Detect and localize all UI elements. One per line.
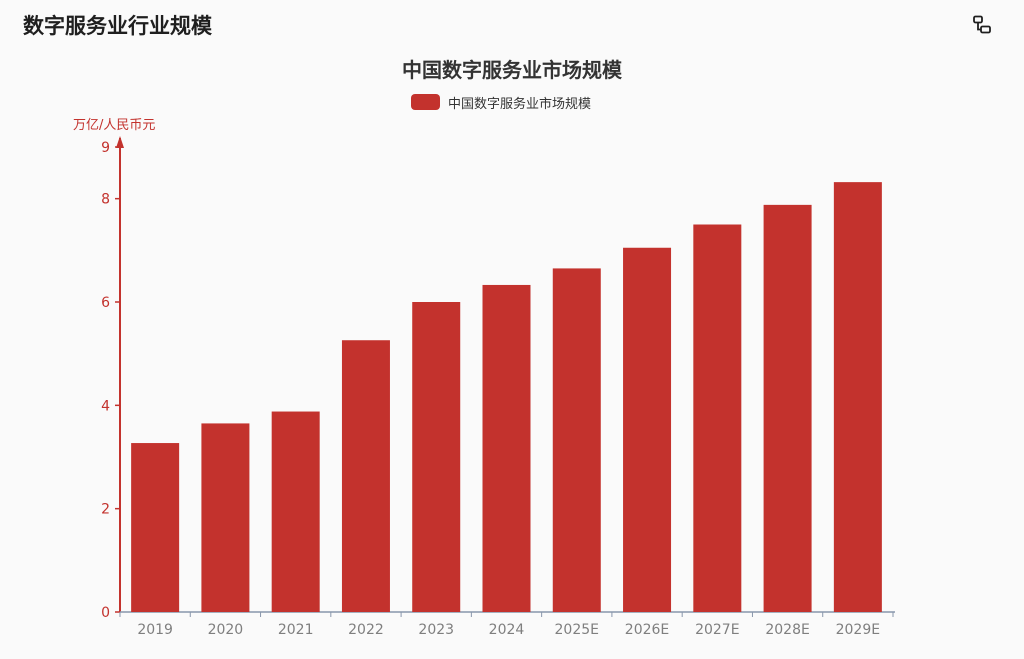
x-tick-label: 2026E	[625, 622, 669, 638]
y-axis: 0 2 4 6 8 9	[101, 136, 124, 621]
bar[interactable]	[693, 224, 742, 613]
bar[interactable]	[201, 423, 250, 612]
y-tick-label: 0	[101, 605, 110, 621]
x-tick-label: 2028E	[765, 622, 809, 638]
legend-swatch[interactable]	[411, 94, 440, 110]
x-tick-label: 2021	[278, 622, 314, 638]
y-axis-label: 万亿/人民币元	[73, 118, 155, 133]
x-tick-label: 2019	[137, 622, 173, 638]
bar[interactable]	[131, 443, 180, 612]
x-tick-label: 2020	[208, 622, 244, 638]
y-tick-label: 9	[101, 140, 110, 156]
y-tick-label: 4	[101, 398, 110, 414]
bar[interactable]	[623, 247, 672, 612]
y-tick-label: 2	[101, 502, 110, 518]
x-tick-label: 2023	[418, 622, 454, 638]
bar[interactable]	[412, 302, 461, 612]
x-tick-label: 2022	[348, 622, 384, 638]
toggle-view-button[interactable]	[970, 13, 994, 37]
bar[interactable]	[341, 340, 390, 612]
bar[interactable]	[763, 204, 812, 612]
legend-label[interactable]: 中国数字服务业市场规模	[448, 96, 591, 112]
bar[interactable]	[271, 411, 320, 612]
x-tick-label: 2025E	[555, 622, 599, 638]
legend[interactable]: 中国数字服务业市场规模	[411, 94, 591, 112]
chart-title: 中国数字服务业市场规模	[402, 58, 623, 82]
x-tick-label: 2024	[489, 622, 525, 638]
toggle-view-icon[interactable]	[970, 13, 994, 37]
bar[interactable]	[552, 268, 601, 612]
x-tick-label: 2029E	[836, 622, 880, 638]
bars	[131, 182, 882, 612]
bar[interactable]	[482, 284, 531, 612]
bar[interactable]	[833, 182, 882, 612]
x-tick-label: 2027E	[695, 622, 739, 638]
y-axis-arrow	[116, 136, 124, 148]
x-axis: 2019 2020 2021 2022 2023 2024 2025E 2026E 2027E 2…	[119, 611, 895, 638]
page-title: 数字服务业行业规模	[23, 14, 212, 38]
chart-title-group: 中国数字服务业市场规模	[402, 58, 623, 82]
y-tick-label: 6	[101, 295, 110, 311]
y-tick-label: 8	[101, 192, 110, 208]
